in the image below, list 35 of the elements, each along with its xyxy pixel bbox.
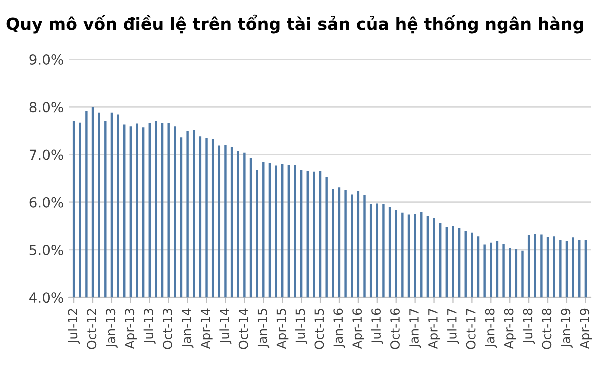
x-tick-label: Oct-14 [238, 308, 248, 350]
x-tick-label: Oct-18 [542, 308, 552, 350]
x-tick-label: Jan-13 [106, 309, 118, 348]
x-tick-label: Jan-15 [258, 309, 270, 348]
chart-title: Quy mô vốn điều lệ trên tổng tài sản của hệ thống ngân hàng [6, 14, 584, 34]
x-tick-label: Oct-13 [163, 309, 172, 350]
x-tick-label: Jul-12 [68, 309, 80, 344]
y-tick-label: 5.0% [30, 244, 64, 256]
y-tick-label: 8.0% [30, 102, 64, 113]
x-tick-label: Jul-13 [144, 309, 156, 344]
y-tick-label: 7.0% [30, 150, 64, 160]
y-tick-label: 9.0% [30, 54, 64, 65]
y-tick-label: 6.0% [30, 197, 64, 208]
x-tick-label: Jan-18 [485, 308, 498, 348]
x-tick-label: Jan-17 [410, 309, 422, 348]
x-tick-label: Jul-16 [371, 308, 384, 344]
x-tick-label: Jan-14 [182, 308, 194, 348]
x-tick-label: Jul-18 [523, 308, 536, 344]
x-tick-label: Apr-14 [201, 308, 213, 350]
x-tick-label: Apr-13 [125, 309, 137, 350]
x-tick-label: Apr-15 [276, 309, 289, 350]
x-tick-label: Apr-19 [580, 308, 592, 350]
x-tick-label: Apr-18 [504, 308, 516, 350]
x-tick-label: Oct-12 [87, 309, 97, 350]
x-tick-label: Jan-16 [334, 308, 346, 348]
y-tick-label: 4.0% [30, 292, 64, 304]
x-tick-label: Oct-15 [314, 309, 324, 350]
x-tick-label: Oct-16 [390, 308, 400, 350]
x-tick-label: Jan-19 [561, 308, 573, 348]
x-tick-label: Apr-17 [428, 309, 440, 350]
x-tick-label: Apr-16 [352, 308, 364, 350]
x-tick-label: Oct-17 [466, 309, 476, 350]
x-tick-label: Jul-17 [447, 309, 460, 344]
x-tick-label: Jul-15 [296, 309, 308, 344]
x-tick-label: Jul-14 [220, 308, 232, 344]
